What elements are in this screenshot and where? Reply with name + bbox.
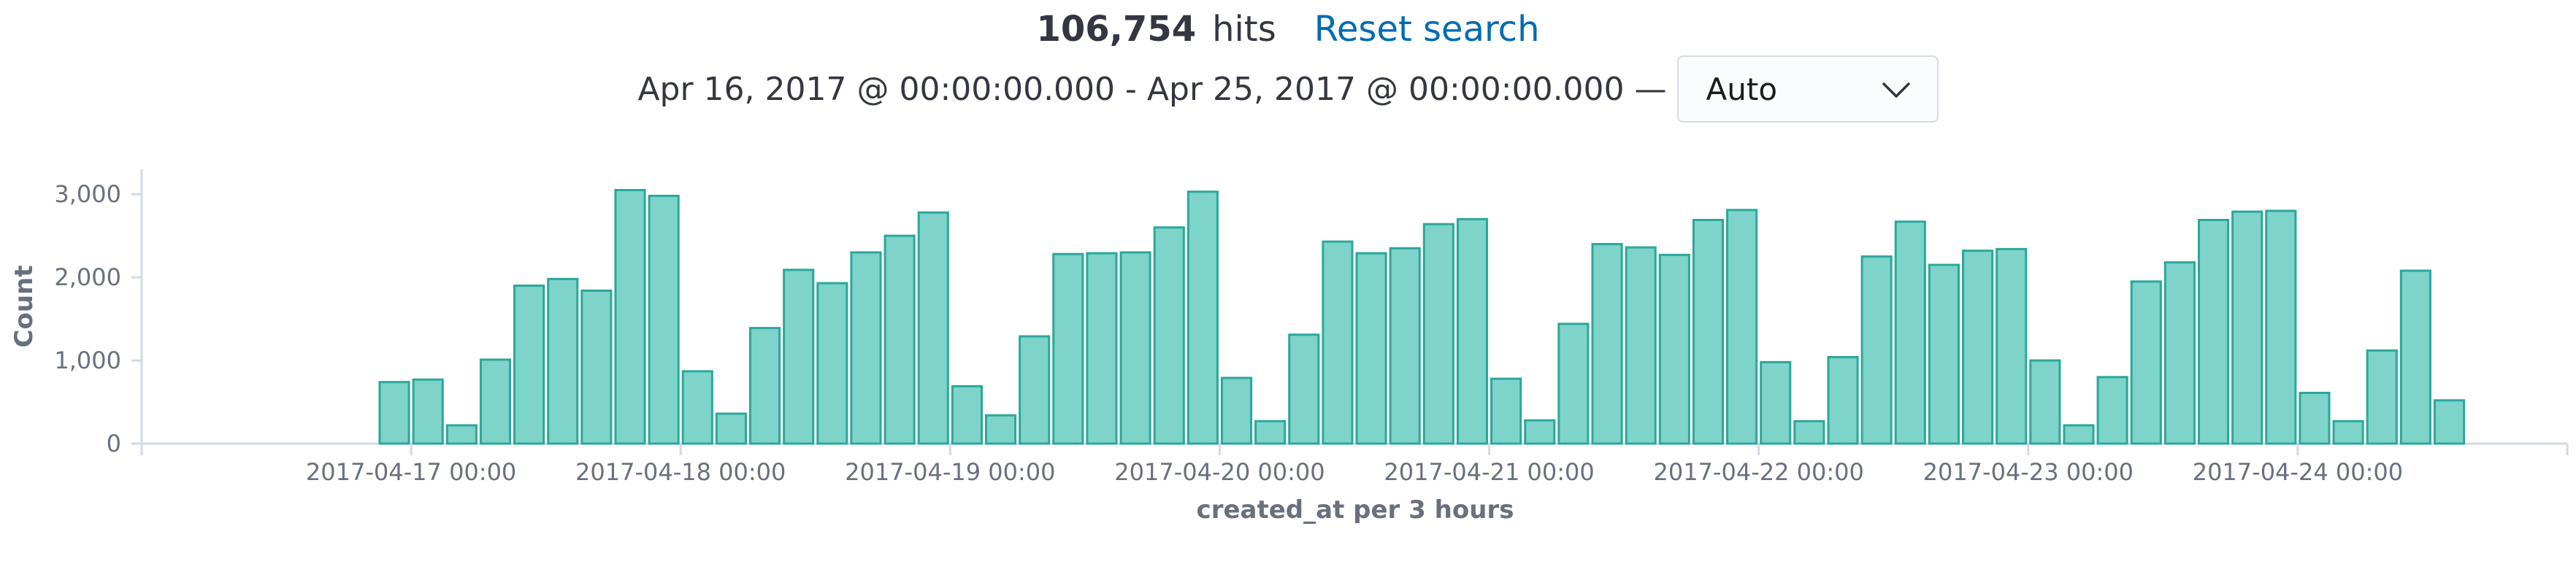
x-tick-label: 2017-04-22 00:00 xyxy=(1653,458,1863,486)
histogram-bar[interactable] xyxy=(783,268,815,445)
bars xyxy=(378,188,2466,445)
histogram-bar[interactable] xyxy=(2130,280,2162,445)
reset-search-link[interactable]: Reset search xyxy=(1314,9,1540,50)
range-dash: — xyxy=(1634,70,1667,108)
y-tick-label: 1,000 xyxy=(54,347,121,374)
y-axis: 0 1,000 2,000 3,000 xyxy=(54,169,143,457)
x-tick-label: 2017-04-19 00:00 xyxy=(845,458,1055,486)
histogram-bar[interactable] xyxy=(1524,419,1556,445)
histogram-bar[interactable] xyxy=(1894,220,1926,445)
histogram-bar[interactable] xyxy=(1692,219,1725,445)
histogram-bar[interactable] xyxy=(1827,356,1859,445)
histogram-bar[interactable] xyxy=(1658,253,1690,445)
histogram-bar[interactable] xyxy=(1254,420,1287,445)
histogram-bar[interactable] xyxy=(2332,420,2364,445)
histogram-bar[interactable] xyxy=(681,370,713,445)
hits-label: hits xyxy=(1212,9,1276,50)
histogram-bar[interactable] xyxy=(513,285,545,445)
hits-count: 106,754 xyxy=(1036,9,1197,50)
range-end: Apr 25, 2017 @ 00:00:00.000 xyxy=(1146,70,1625,108)
histogram-bar[interactable] xyxy=(917,211,949,445)
x-tick-label: 2017-04-17 00:00 xyxy=(306,458,516,486)
y-tick-label: 3,000 xyxy=(54,180,121,208)
histogram-bar[interactable] xyxy=(2265,209,2297,445)
histogram-bar[interactable] xyxy=(1793,420,1825,445)
histogram-bar[interactable] xyxy=(1962,250,1994,445)
histogram-bar[interactable] xyxy=(2029,359,2061,445)
x-axis: 2017-04-17 00:00 2017-04-18 00:00 2017-04-… xyxy=(140,442,2569,486)
histogram-bar[interactable] xyxy=(816,282,848,445)
histogram-bar[interactable] xyxy=(1625,246,1657,445)
histogram-bar[interactable] xyxy=(1288,333,1320,445)
x-axis-title: created_at per 3 hours xyxy=(1197,495,1514,525)
histogram-bar[interactable] xyxy=(1355,252,1387,445)
histogram-bar[interactable] xyxy=(1996,247,2028,445)
histogram-bar[interactable] xyxy=(1557,322,1590,445)
histogram-bar[interactable] xyxy=(2197,219,2230,445)
histogram-bar[interactable] xyxy=(951,384,983,445)
histogram-bar[interactable] xyxy=(479,358,512,445)
histogram-bar[interactable] xyxy=(1490,377,1522,445)
histogram-bar[interactable] xyxy=(1153,226,1185,445)
x-tick-label: 2017-04-23 00:00 xyxy=(1923,458,2134,486)
x-tick-label: 2017-04-20 00:00 xyxy=(1114,458,1325,486)
histogram-bar[interactable] xyxy=(1456,217,1489,445)
histogram-bar[interactable] xyxy=(547,277,579,445)
histogram-bar[interactable] xyxy=(1860,255,1893,445)
histogram-bar[interactable] xyxy=(1052,252,1084,445)
histogram-bar[interactable] xyxy=(580,289,613,445)
histogram-bar[interactable] xyxy=(2366,349,2398,445)
range-start: Apr 16, 2017 @ 00:00:00.000 xyxy=(637,70,1116,108)
y-tick-label: 2,000 xyxy=(54,263,121,291)
histogram-bar[interactable] xyxy=(614,188,646,445)
x-tick-label: 2017-04-21 00:00 xyxy=(1384,458,1594,486)
x-tick-label: 2017-04-18 00:00 xyxy=(575,458,786,486)
histogram-bar[interactable] xyxy=(1591,243,1623,445)
interval-value: Auto xyxy=(1706,71,1778,107)
histogram-bar[interactable] xyxy=(850,251,882,445)
hits-summary: 106,754 hits Reset search xyxy=(0,6,2576,53)
range-separator: - xyxy=(1125,70,1137,108)
histogram-bar[interactable] xyxy=(1187,190,1219,445)
histogram-bar[interactable] xyxy=(2433,399,2466,445)
histogram-bar[interactable] xyxy=(1086,252,1118,445)
histogram-bar[interactable] xyxy=(412,378,444,445)
interval-select[interactable]: Auto xyxy=(1676,55,1939,123)
histogram-bar[interactable] xyxy=(1760,360,1792,445)
histogram-bar[interactable] xyxy=(2299,391,2331,445)
histogram-bar[interactable] xyxy=(1422,223,1454,445)
histogram-bar[interactable] xyxy=(715,412,747,445)
histogram-bar[interactable] xyxy=(1322,240,1354,445)
time-range-row: Apr 16, 2017 @ 00:00:00.000 - Apr 25, 20… xyxy=(0,54,2576,124)
histogram-bar[interactable] xyxy=(2163,261,2196,445)
histogram-bar[interactable] xyxy=(883,234,916,445)
histogram-bar[interactable] xyxy=(984,414,1017,445)
histogram-bar[interactable] xyxy=(1726,209,1758,445)
chevron-down-icon xyxy=(1882,82,1910,98)
histogram-bar[interactable] xyxy=(445,424,478,445)
y-axis-title: Count xyxy=(9,266,39,348)
histogram-bar[interactable] xyxy=(2096,376,2128,445)
histogram-bar[interactable] xyxy=(1389,247,1421,445)
x-tick-label: 2017-04-24 00:00 xyxy=(2193,458,2403,486)
histogram-bar[interactable] xyxy=(2231,210,2263,445)
histogram-bar[interactable] xyxy=(749,327,781,445)
histogram-bar[interactable] xyxy=(1119,251,1151,445)
histogram-bar[interactable] xyxy=(648,194,680,445)
y-tick-label: 0 xyxy=(107,430,121,457)
histogram-bar[interactable] xyxy=(378,381,410,445)
histogram-bar[interactable] xyxy=(2399,269,2431,445)
histogram-bar[interactable] xyxy=(1220,376,1253,445)
histogram-bar[interactable] xyxy=(2063,424,2095,445)
histogram-bar[interactable] xyxy=(1928,263,1960,445)
histogram-bar[interactable] xyxy=(1019,335,1051,445)
